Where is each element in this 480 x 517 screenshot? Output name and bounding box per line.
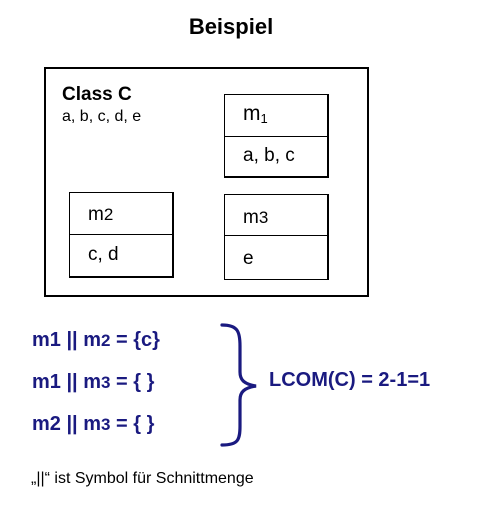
intersection-equation: m1 || m2 = {c} [32, 329, 160, 351]
intersection-equation: m2 || m3 = { } [32, 413, 155, 435]
method-attributes: a, b, c [243, 145, 295, 166]
method-box-m1: m1 a, b, c [224, 94, 329, 178]
method-box-m3: m3 e [224, 194, 329, 280]
class-attributes: a, b, c, d, e [62, 108, 142, 125]
method-name: m1 [243, 102, 268, 126]
lcom-result: LCOM(C) = 2-1=1 [269, 369, 431, 391]
footnote: „||“ ist Symbol für Schnittmenge [31, 470, 254, 487]
class-c-box [44, 67, 369, 297]
method-attributes: e [243, 248, 254, 269]
class-name: Class C [62, 84, 132, 105]
method-name: m3 [243, 207, 269, 228]
intersection-equation: m1 || m3 = { } [32, 371, 155, 393]
method-name: m2 [88, 204, 114, 225]
method-box-m2: m2 c, d [69, 192, 174, 278]
method-header [225, 195, 327, 236]
diagram-title: Beispiel [188, 14, 274, 39]
method-header [70, 193, 172, 235]
method-header [225, 95, 327, 137]
method-attributes: c, d [88, 244, 119, 265]
curly-brace-icon [220, 323, 257, 447]
